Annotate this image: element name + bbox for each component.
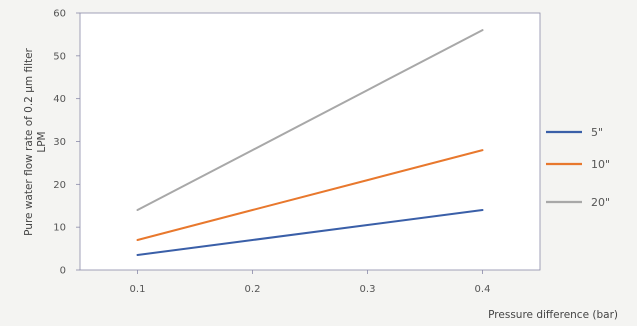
plot-area [79, 12, 541, 271]
y-tick-label: 30 [53, 137, 66, 148]
x-axis-title: Pressure difference (bar) [488, 309, 618, 321]
x-tick-label: 0.3 [360, 284, 376, 295]
y-tick-label: 50 [53, 51, 66, 62]
x-tick-label: 0.4 [475, 284, 491, 295]
series-line-3 [136, 29, 484, 211]
y-axis-unit: LPM [36, 131, 48, 152]
series-lines [136, 29, 484, 256]
y-tick-label: 40 [53, 94, 66, 105]
y-axis-title: Pure water flow rate of 0.2 μm filter [23, 47, 35, 235]
y-tick-label: 10 [53, 223, 66, 234]
x-tick-label: 0.1 [130, 284, 146, 295]
x-tick-label: 0.2 [245, 284, 261, 295]
series-line-2 [136, 149, 484, 241]
legend: 5" 10" 20" [546, 126, 610, 209]
legend-label: 20" [591, 196, 610, 209]
x-axis-ticks: 0.1 0.2 0.3 0.4 [130, 270, 491, 295]
y-tick-label: 20 [53, 180, 66, 191]
legend-label: 10" [591, 158, 610, 171]
y-axis-ticks: 0 10 20 30 40 50 60 [53, 9, 80, 277]
series-line-1 [136, 209, 484, 256]
legend-label: 5" [591, 126, 603, 139]
y-tick-label: 60 [53, 9, 66, 20]
y-tick-label: 0 [60, 266, 66, 277]
